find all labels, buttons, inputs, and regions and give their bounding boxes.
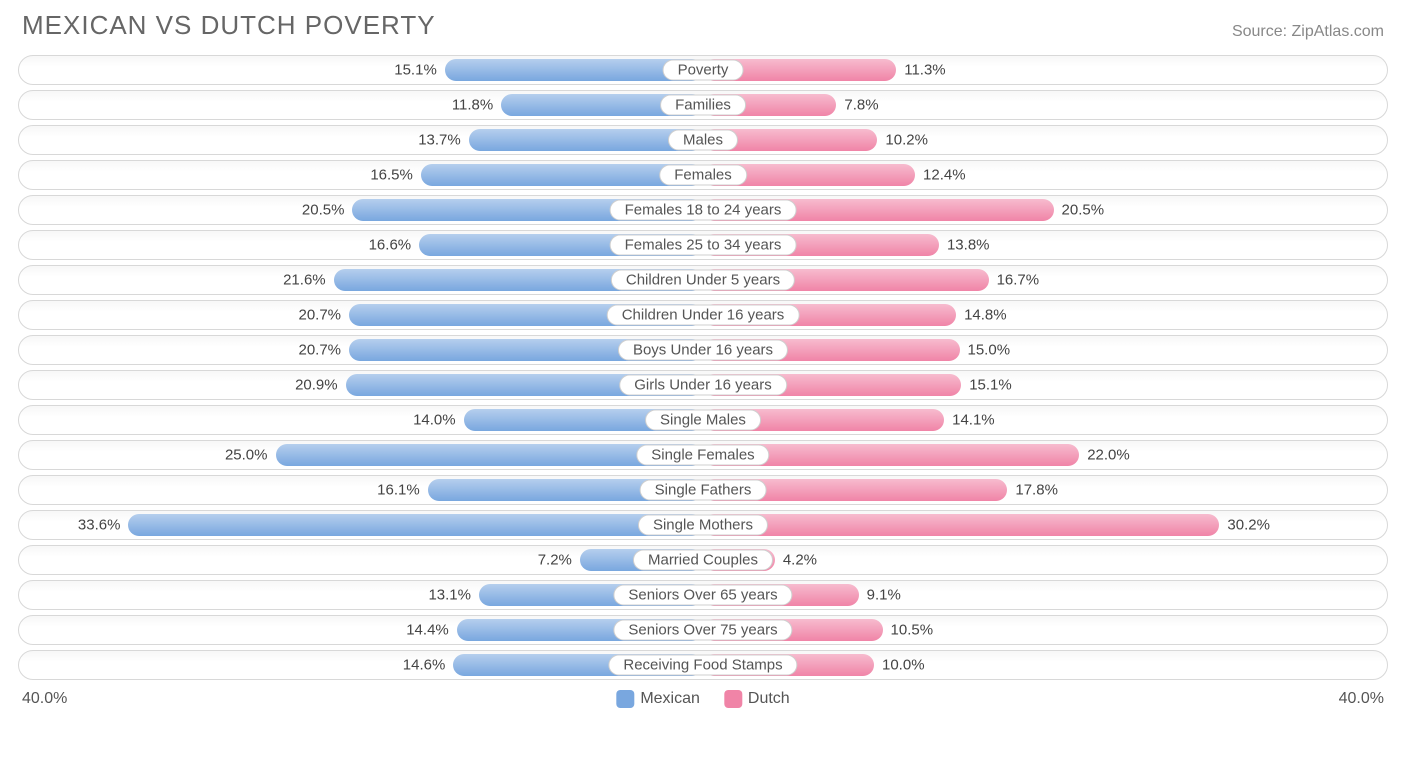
- value-label-left: 20.9%: [295, 377, 338, 394]
- bar-row: 14.0% 14.1% Single Males: [18, 405, 1388, 435]
- value-label-left: 33.6%: [78, 517, 121, 534]
- value-label-left: 15.1%: [394, 62, 437, 79]
- category-label: Single Fathers: [640, 480, 767, 501]
- legend-label-right: Dutch: [748, 690, 790, 708]
- bar-row: 16.6% 13.8% Females 25 to 34 years: [18, 230, 1388, 260]
- legend: Mexican Dutch: [616, 690, 789, 708]
- legend-item-left: Mexican: [616, 690, 700, 708]
- value-label-right: 30.2%: [1227, 517, 1270, 534]
- category-label: Girls Under 16 years: [619, 375, 787, 396]
- value-label-left: 14.4%: [406, 622, 449, 639]
- category-label: Males: [668, 130, 738, 151]
- value-label-left: 20.5%: [302, 202, 345, 219]
- value-label-right: 4.2%: [783, 552, 817, 569]
- value-label-right: 16.7%: [997, 272, 1040, 289]
- value-label-right: 14.1%: [952, 412, 995, 429]
- value-label-right: 17.8%: [1015, 482, 1058, 499]
- value-label-right: 15.1%: [969, 377, 1012, 394]
- legend-label-left: Mexican: [640, 690, 700, 708]
- bar-row: 20.5% 20.5% Females 18 to 24 years: [18, 195, 1388, 225]
- value-label-left: 25.0%: [225, 447, 268, 464]
- category-label: Females 18 to 24 years: [610, 200, 797, 221]
- legend-swatch-left: [616, 690, 634, 708]
- bar-row: 16.5% 12.4% Females: [18, 160, 1388, 190]
- bar-left: [128, 514, 703, 536]
- category-label: Children Under 16 years: [607, 305, 800, 326]
- value-label-left: 16.1%: [377, 482, 420, 499]
- bar-row: 21.6% 16.7% Children Under 5 years: [18, 265, 1388, 295]
- legend-item-right: Dutch: [724, 690, 790, 708]
- value-label-right: 20.5%: [1062, 202, 1105, 219]
- value-label-right: 10.0%: [882, 657, 925, 674]
- category-label: Families: [660, 95, 746, 116]
- value-label-left: 14.6%: [403, 657, 446, 674]
- category-label: Seniors Over 75 years: [613, 620, 792, 641]
- bar-row: 14.4% 10.5% Seniors Over 75 years: [18, 615, 1388, 645]
- bar-row: 16.1% 17.8% Single Fathers: [18, 475, 1388, 505]
- chart-title: MEXICAN VS DUTCH POVERTY: [22, 10, 436, 41]
- bar-row: 15.1% 11.3% Poverty: [18, 55, 1388, 85]
- axis-max-left: 40.0%: [22, 690, 67, 708]
- category-label: Females 25 to 34 years: [610, 235, 797, 256]
- chart-rows: 15.1%11.3%Poverty11.8%7.8%Families13.7%1…: [18, 55, 1388, 680]
- category-label: Single Females: [636, 445, 769, 466]
- bar-row: 13.7% 10.2% Males: [18, 125, 1388, 155]
- category-label: Single Males: [645, 410, 761, 431]
- bar-row: 13.1% 9.1% Seniors Over 65 years: [18, 580, 1388, 610]
- value-label-left: 7.2%: [538, 552, 572, 569]
- category-label: Females: [659, 165, 747, 186]
- category-label: Receiving Food Stamps: [608, 655, 797, 676]
- bar-row: 7.2% 4.2% Married Couples: [18, 545, 1388, 575]
- chart-source: Source: ZipAtlas.com: [1232, 23, 1384, 41]
- chart-header: MEXICAN VS DUTCH POVERTY Source: ZipAtla…: [18, 10, 1388, 41]
- value-label-left: 14.0%: [413, 412, 456, 429]
- value-label-left: 21.6%: [283, 272, 326, 289]
- category-label: Married Couples: [633, 550, 773, 571]
- category-label: Poverty: [663, 60, 744, 81]
- value-label-right: 15.0%: [968, 342, 1011, 359]
- category-label: Boys Under 16 years: [618, 340, 788, 361]
- value-label-right: 10.5%: [891, 622, 934, 639]
- value-label-right: 7.8%: [844, 97, 878, 114]
- value-label-left: 11.8%: [452, 97, 493, 114]
- value-label-left: 16.5%: [370, 167, 413, 184]
- value-label-left: 16.6%: [369, 237, 412, 254]
- category-label: Single Mothers: [638, 515, 768, 536]
- value-label-right: 10.2%: [885, 132, 928, 149]
- value-label-left: 13.7%: [418, 132, 461, 149]
- value-label-left: 13.1%: [428, 587, 471, 604]
- value-label-right: 14.8%: [964, 307, 1007, 324]
- bar-row: 14.6% 10.0% Receiving Food Stamps: [18, 650, 1388, 680]
- bar-row: 20.7% 14.8% Children Under 16 years: [18, 300, 1388, 330]
- bar-row: 11.8% 7.8% Families: [18, 90, 1388, 120]
- bar-row: 33.6% 30.2% Single Mothers: [18, 510, 1388, 540]
- legend-swatch-right: [724, 690, 742, 708]
- value-label-right: 22.0%: [1087, 447, 1130, 464]
- value-label-right: 9.1%: [867, 587, 901, 604]
- poverty-diverging-bar-chart: MEXICAN VS DUTCH POVERTY Source: ZipAtla…: [0, 0, 1406, 758]
- bar-row: 20.9% 15.1% Girls Under 16 years: [18, 370, 1388, 400]
- value-label-right: 12.4%: [923, 167, 966, 184]
- value-label-left: 20.7%: [298, 342, 341, 359]
- axis-max-right: 40.0%: [1339, 690, 1384, 708]
- bar-row: 25.0% 22.0% Single Females: [18, 440, 1388, 470]
- value-label-right: 11.3%: [904, 62, 945, 79]
- value-label-right: 13.8%: [947, 237, 990, 254]
- category-label: Children Under 5 years: [611, 270, 795, 291]
- bar-right: [703, 514, 1219, 536]
- chart-footer: 40.0% Mexican Dutch 40.0%: [18, 688, 1388, 718]
- value-label-left: 20.7%: [298, 307, 341, 324]
- category-label: Seniors Over 65 years: [613, 585, 792, 606]
- bar-row: 20.7% 15.0% Boys Under 16 years: [18, 335, 1388, 365]
